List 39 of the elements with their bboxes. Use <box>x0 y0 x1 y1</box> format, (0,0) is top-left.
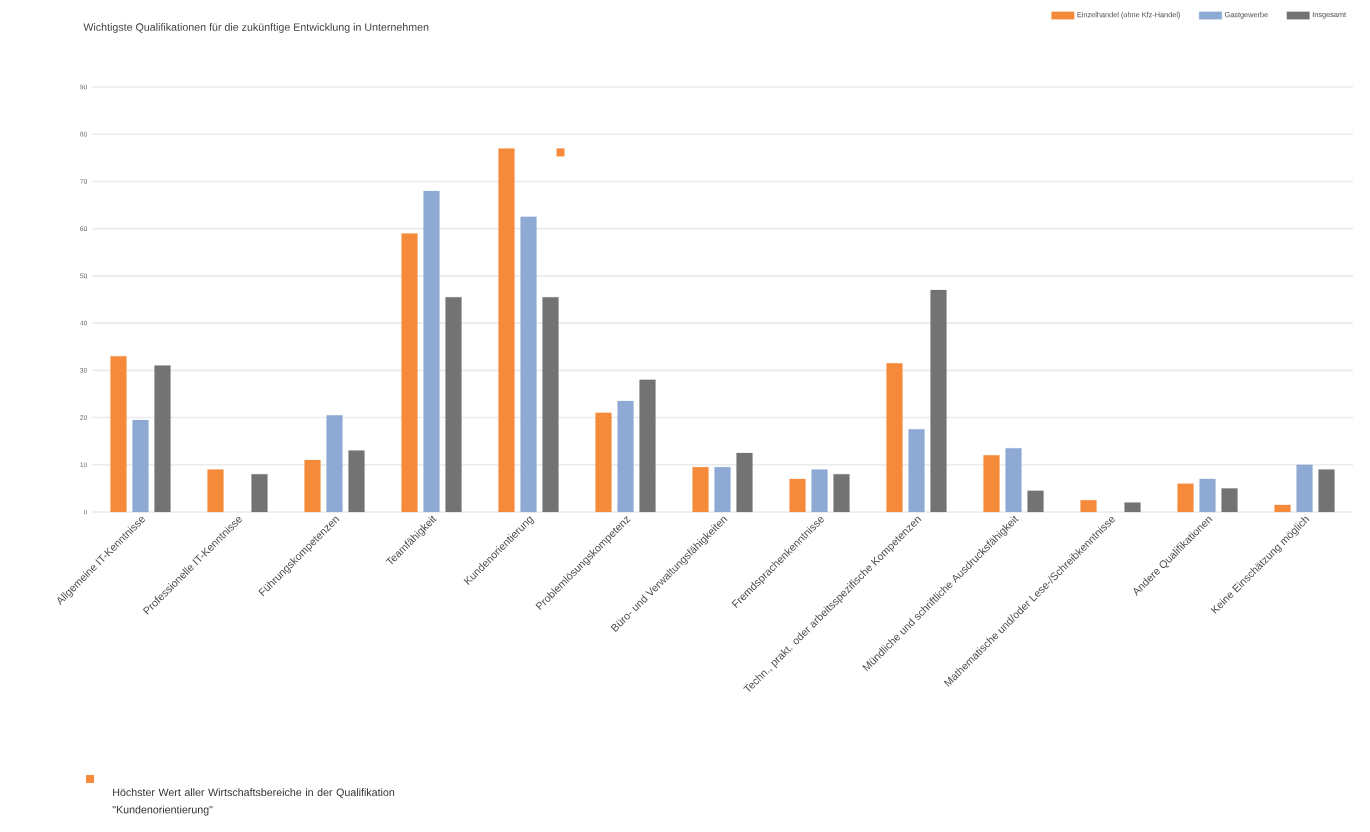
bar <box>1296 464 1313 513</box>
bar <box>445 297 462 513</box>
bar <box>401 233 418 513</box>
bar <box>886 363 903 513</box>
bar <box>542 297 559 513</box>
bar <box>1177 483 1194 513</box>
bar <box>908 429 925 513</box>
bar <box>251 474 268 513</box>
bar <box>833 474 850 513</box>
chart-title: Wichtigste Qualifikationen für die zukünftige Entwicklung in Unternehmen <box>83 23 429 33</box>
bar <box>714 467 731 513</box>
bar <box>304 459 321 513</box>
bar <box>423 190 440 513</box>
bar <box>983 455 1000 513</box>
bar <box>207 469 224 513</box>
bar <box>326 415 343 513</box>
bar <box>789 478 806 513</box>
bar <box>1274 504 1291 513</box>
bar <box>110 356 127 513</box>
bar <box>692 467 709 513</box>
bar <box>617 400 634 513</box>
bar <box>930 289 947 513</box>
bar <box>1027 490 1044 513</box>
bar <box>595 412 612 513</box>
bar <box>1080 500 1097 513</box>
bar <box>498 148 515 513</box>
bar <box>1221 488 1238 513</box>
bar <box>348 450 365 513</box>
text: Höchster Wert aller Wirtschaftsbereiche in der Qualifikation "Kundenorientierung" <box>112 788 395 816</box>
bar <box>1005 448 1022 513</box>
bar <box>520 216 537 513</box>
bar <box>1124 502 1141 513</box>
bar <box>639 379 656 513</box>
bar <box>154 365 171 513</box>
bar <box>1199 478 1216 513</box>
bar <box>736 452 753 513</box>
bar <box>132 419 149 513</box>
bar <box>1318 469 1335 513</box>
bar <box>811 469 828 513</box>
